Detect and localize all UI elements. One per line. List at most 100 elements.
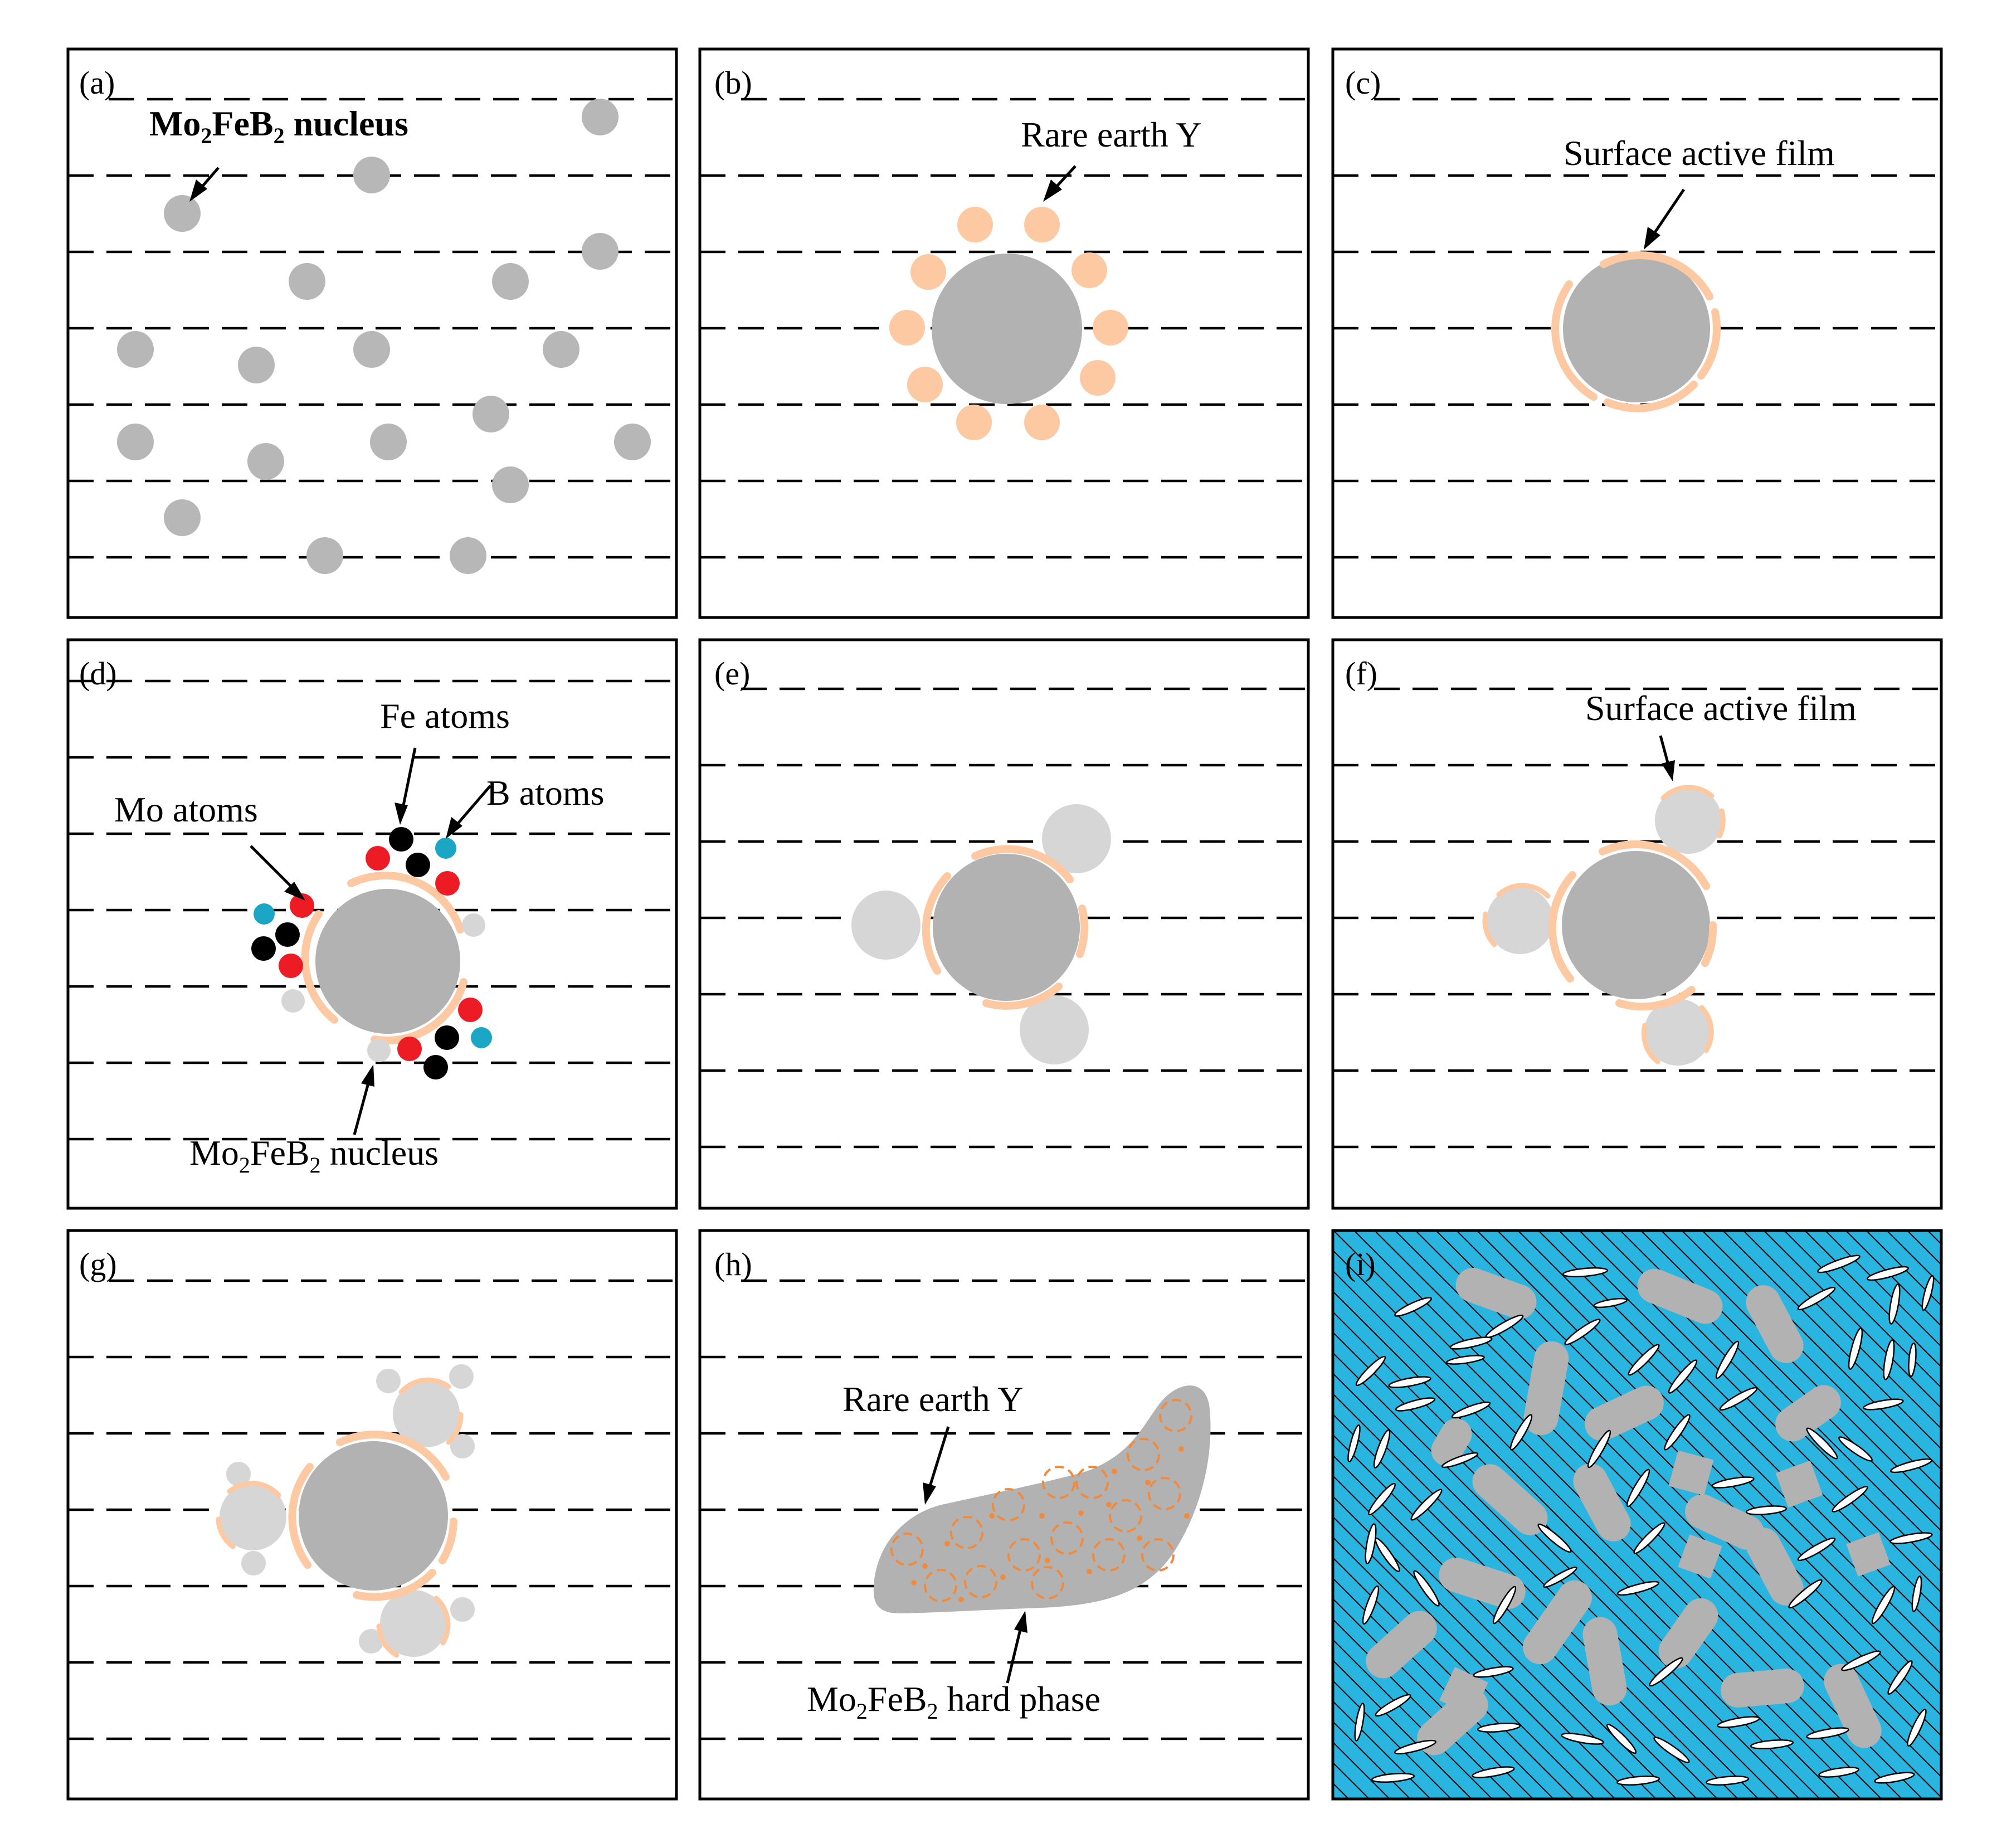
rare-earth-y-atom [1093, 310, 1128, 346]
panel-a: (a) Mo2FeB2 nucleus [66, 47, 678, 619]
rare-earth-y-atom [1080, 360, 1116, 396]
mo2feb2-nucleus-small [281, 989, 305, 1013]
small-nucleus [450, 1597, 475, 1622]
fe-atom [406, 853, 430, 877]
panel-h: (h) [698, 1229, 1310, 1801]
b-atom [254, 903, 275, 925]
film-label: Surface active film [1585, 688, 1857, 728]
b-atom [471, 1027, 492, 1048]
panel-label: (d) [79, 655, 117, 692]
new-nucleus [220, 1484, 286, 1550]
fe-atom [275, 922, 300, 947]
nucleus [582, 99, 618, 135]
panel-label: (i) [1345, 1246, 1376, 1282]
mo2feb2-nucleus [299, 1441, 448, 1591]
rare-earth-label: Rare earth Y [1021, 115, 1202, 154]
mo2feb2-nucleus-small [462, 913, 485, 937]
nucleus [238, 347, 275, 383]
mo-arrow [250, 845, 305, 901]
rare-earth-y-atom [1072, 252, 1107, 288]
mo-atom [435, 871, 460, 896]
b-atom [435, 838, 456, 859]
nucleus [473, 396, 509, 432]
new-nucleus [851, 891, 920, 960]
mo2feb2-nucleus [933, 854, 1080, 1001]
panel-label: (e) [714, 655, 750, 692]
mo2feb2-nucleus-small [367, 1039, 391, 1062]
nucleus [450, 537, 486, 574]
small-nucleus [450, 1434, 475, 1458]
rare-earth-y-atom [910, 254, 946, 290]
nucleus [492, 466, 529, 503]
nucleus [492, 263, 529, 300]
fe-atom [251, 936, 276, 961]
panel-label: (g) [79, 1246, 117, 1282]
b-arrow [446, 785, 491, 839]
fe-atom [423, 1055, 448, 1079]
new-nucleus [1020, 995, 1089, 1064]
mo-atom [397, 1037, 422, 1061]
panel-c: (c) Surface active film [1331, 47, 1943, 619]
surface-active-film [288, 1431, 457, 1601]
dashed-lines [1333, 687, 1941, 1149]
nucleus-label: Mo2FeB2 nucleus [149, 104, 408, 148]
nucleus [289, 263, 325, 300]
rare-earth-arrow [923, 1426, 950, 1505]
dashed-lines [68, 98, 676, 559]
nucleus-arrow [189, 167, 220, 202]
small-nucleus [241, 1551, 266, 1575]
dashed-lines [1333, 98, 1941, 559]
nucleus [614, 424, 651, 460]
new-nucleus [380, 1590, 447, 1657]
hard-phase-grains [1366, 1267, 1891, 1755]
dashed-lines [700, 687, 1308, 1149]
nucleus [117, 424, 154, 460]
small-nucleus [359, 1629, 383, 1654]
film-arrow [1659, 735, 1675, 781]
nucleus-arrow [353, 1064, 374, 1135]
panel-e: (e) [698, 638, 1310, 1210]
panel-label: (a) [79, 65, 115, 101]
nuclei [117, 99, 651, 574]
panel-d: (d) Fe atoms [66, 638, 678, 1210]
mo-atom [279, 954, 303, 978]
surface-active-film [301, 872, 467, 1044]
rare-earth-y-atom [957, 207, 993, 242]
new-nucleus [1042, 804, 1111, 873]
small-nucleus [449, 1364, 474, 1389]
panel-label: (c) [1345, 65, 1381, 101]
rare-earth-y-atom [956, 405, 992, 440]
dashed-lines [700, 98, 1308, 559]
rare-earth-atoms [889, 207, 1128, 440]
film-arrow [1644, 188, 1686, 250]
rare-earth-y-atom [907, 367, 943, 402]
surface-active-film [922, 845, 1089, 1010]
fe-atom [435, 1025, 459, 1050]
mo2feb2-nucleus [932, 254, 1082, 404]
fe-atoms-label: Fe atoms [380, 696, 510, 736]
fe-atom [389, 827, 413, 852]
new-nucleus [1644, 999, 1711, 1066]
nucleus [164, 195, 201, 232]
mo-atom [458, 998, 483, 1022]
panel-g: (g) [66, 1229, 678, 1801]
mo2feb2-nucleus [1562, 851, 1710, 999]
nucleus [582, 233, 618, 270]
nucleus [543, 331, 579, 368]
panel-label: (b) [714, 65, 752, 101]
nucleus-label: Mo2FeB2 nucleus [189, 1133, 439, 1178]
rare-earth-y-rings [890, 1399, 1192, 1602]
surface-active-film [1551, 251, 1721, 412]
needle-phase [1347, 1254, 1935, 1786]
panel-i: (i) [1331, 1229, 1943, 1801]
rare-earth-y-atom [1024, 207, 1060, 242]
rare-earth-y-atom [889, 310, 925, 346]
atoms [251, 827, 492, 1079]
nucleus [353, 157, 390, 193]
surface-active-film [1548, 840, 1717, 1011]
mo-atoms-label: Mo atoms [114, 790, 258, 829]
nucleus [306, 537, 343, 574]
panel-f: (f) Surface active film [1331, 638, 1943, 1210]
mo2feb2-hard-phase [873, 1385, 1211, 1614]
